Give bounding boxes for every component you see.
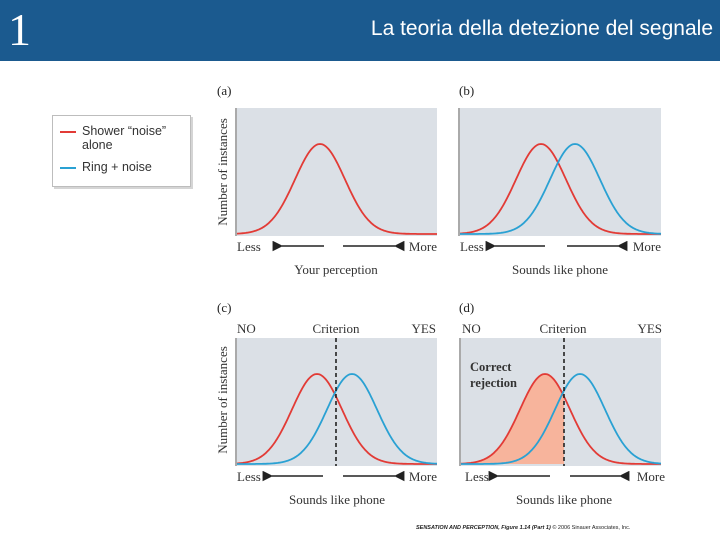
panel-d-region-label-line2: rejection (470, 376, 517, 390)
panel-c-no-label: NO (237, 321, 256, 336)
panel-a-noise-curve (237, 143, 437, 235)
panel-a-less-label: Less (237, 239, 261, 254)
slide-title: La teoria della detezione del segnale (370, 17, 713, 40)
panel-d-xlabel: Sounds like phone (516, 492, 612, 507)
panel-d-criterion-label: Criterion (540, 321, 587, 336)
panel-c-yes-label: YES (411, 321, 436, 336)
panel-c-xlabel: Sounds like phone (289, 492, 385, 507)
panel-b-more-label: More (633, 239, 661, 254)
panel-c-tag: (c) (217, 300, 231, 315)
panel-b-noise-curve (460, 143, 661, 235)
panel-c-more-label: More (409, 469, 437, 484)
ylabel-bottom: Number of instances (215, 346, 230, 454)
panel-d-more-label: More (637, 469, 665, 484)
panel-c-criterion-label: Criterion (313, 321, 360, 336)
panel-a-xlabel: Your perception (294, 262, 378, 277)
panel-a-plot (237, 108, 437, 236)
legend: Shower “noise” alone Ring + noise (52, 115, 191, 187)
panel-d-yes-label: YES (637, 321, 662, 336)
panel-b: (b) Less More Sounds like phone (458, 83, 662, 277)
panel-d-signal-curve (461, 373, 661, 465)
panel-d-tag: (d) (459, 300, 474, 315)
legend-label-signal: Ring + noise (82, 160, 152, 174)
panel-b-less-label: Less (460, 239, 484, 254)
panel-c: (c) NO Criterion YES Less More Sounds li… (217, 300, 437, 507)
legend-item-noise: Shower “noise” alone (60, 124, 182, 152)
panel-c-noise-curve (236, 373, 437, 465)
panel-d-less-label: Less (465, 469, 489, 484)
panel-b-signal-curve (460, 143, 662, 235)
panel-a: (a) Less More Your perception (217, 83, 437, 277)
legend-swatch-noise (60, 131, 76, 133)
panel-d-region-label-line1: Correct (470, 360, 512, 374)
panel-d-noise-curve (460, 373, 661, 465)
slide-number: 1 (8, 4, 31, 55)
panel-c-signal-curve (237, 373, 437, 465)
panel-a-more-label: More (409, 239, 437, 254)
legend-swatch-signal (60, 167, 76, 169)
legend-item-signal: Ring + noise (60, 160, 182, 174)
panel-b-plot (460, 108, 661, 236)
ylabel-top: Number of instances (215, 118, 230, 226)
panel-d: (d) NO Criterion YES Correct rejection L… (459, 300, 665, 507)
panel-c-less-label: Less (237, 469, 261, 484)
figure-source: SENSATION AND PERCEPTION, Figure 1.14 (P… (416, 525, 551, 531)
figure-credit: SENSATION AND PERCEPTION, Figure 1.14 (P… (416, 525, 630, 531)
slide-header: 1 La teoria della detezione del segnale (0, 0, 720, 61)
panel-a-tag: (a) (217, 83, 231, 98)
legend-label-noise: Shower “noise” alone (82, 124, 167, 152)
panel-b-tag: (b) (459, 83, 474, 98)
panel-c-plot (237, 338, 437, 466)
panel-d-no-label: NO (462, 321, 481, 336)
panel-b-xlabel: Sounds like phone (512, 262, 608, 277)
figure-copyright: © 2006 Sinauer Associates, Inc. (552, 525, 631, 531)
